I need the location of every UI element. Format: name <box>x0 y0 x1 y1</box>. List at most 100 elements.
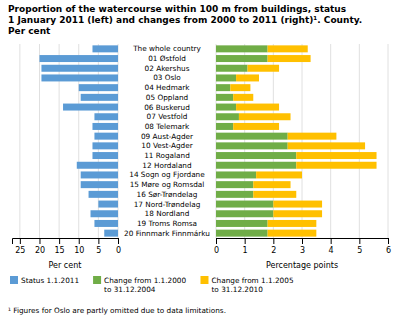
category-label: 02 Akershus <box>145 64 190 73</box>
bar <box>296 162 376 169</box>
category-label: 01 Østfold <box>148 54 186 63</box>
legend-label: Change from 1.1.2005to 31.12.2010 <box>211 276 293 294</box>
bar <box>268 45 308 52</box>
tick: 4 <box>329 238 334 255</box>
tick-label: 4 <box>329 246 334 255</box>
grid-line <box>216 44 217 238</box>
grid-line <box>19 44 20 238</box>
title: Proportion of the watercourse within 100… <box>8 4 362 25</box>
category-label: 17 Nord-Trøndelag <box>134 200 201 209</box>
bar <box>268 230 317 237</box>
legend-entry: Change from 1.1.2005to 31.12.2010 <box>200 276 293 294</box>
bar <box>288 133 337 140</box>
bar <box>230 84 250 91</box>
grid-line <box>359 44 360 238</box>
category-label: 06 Buskerud <box>144 103 190 112</box>
category-label: 14 Sogn og Fjordane <box>129 170 205 179</box>
tick-mark <box>39 238 40 244</box>
bar <box>81 94 118 101</box>
category-label: 12 Hordaland <box>142 161 191 170</box>
tick-label: 10 <box>74 246 84 255</box>
bar <box>92 45 118 52</box>
legend-entry: Change from 1.1.2000to 31.12.2004 <box>93 276 186 294</box>
bar <box>91 210 118 217</box>
tick-mark <box>302 238 303 244</box>
bar <box>94 113 118 120</box>
bar <box>98 201 118 208</box>
tick: 6 <box>386 238 391 255</box>
bar <box>288 142 365 149</box>
bar <box>233 94 253 101</box>
bar <box>216 55 268 62</box>
bar <box>268 55 311 62</box>
bar <box>216 123 233 130</box>
x-axis: 2520151050 <box>13 238 122 255</box>
tick: 0 <box>214 238 219 255</box>
category-label: 03 Oslo <box>153 73 181 82</box>
category-label: 15 Møre og Romsdal <box>130 180 205 189</box>
bar <box>81 171 118 178</box>
category-label: 04 Hedmark <box>144 83 190 92</box>
bar <box>94 220 118 227</box>
category-labels: The whole country01 Østfold02 Akershus03… <box>124 44 210 237</box>
bar <box>216 230 268 237</box>
grid-line <box>330 44 331 238</box>
tick-mark <box>331 238 332 244</box>
tick-mark <box>59 238 60 244</box>
bar <box>236 104 279 111</box>
tick: 3 <box>300 238 305 255</box>
bar <box>216 220 268 227</box>
category-label: The whole country <box>132 44 201 53</box>
bar <box>94 133 118 140</box>
grid-line <box>388 44 389 238</box>
bar <box>273 201 322 208</box>
tick-label: 3 <box>300 246 305 255</box>
tick-mark <box>118 238 119 244</box>
bar <box>63 104 118 111</box>
legend-swatch <box>93 276 101 284</box>
legend-swatch <box>200 276 208 284</box>
tick-label: 2 <box>271 246 276 255</box>
category-label: 10 Vest-Agder <box>141 141 192 150</box>
grid-line <box>244 44 245 238</box>
tick-mark <box>359 238 360 244</box>
bar <box>253 181 290 188</box>
bar <box>79 84 118 91</box>
bar <box>89 191 118 198</box>
bar <box>216 113 239 120</box>
tick-label: 25 <box>15 246 25 255</box>
panel: 0 1 2 3 4 5 6 Percentage points <box>214 44 391 270</box>
bar <box>216 104 236 111</box>
bar <box>296 152 376 159</box>
grid <box>216 44 388 238</box>
bar <box>248 65 280 72</box>
bar <box>236 74 259 81</box>
bar <box>253 191 296 198</box>
category-label: 08 Telemark <box>145 122 190 131</box>
bar <box>216 181 253 188</box>
x-axis-title: Percentage points <box>266 261 338 270</box>
bars <box>216 45 377 236</box>
footnote: ¹ Figures for Oslo are partly omitted du… <box>8 306 226 315</box>
tick: 10 <box>74 238 84 255</box>
bar <box>92 123 118 130</box>
bar <box>268 220 317 227</box>
tick-label: 1 <box>243 246 248 255</box>
legend: Status 1.1.2011Change from 1.1.2000to 31… <box>10 276 294 294</box>
bar <box>216 74 236 81</box>
category-label: 18 Nordland <box>145 209 190 218</box>
tick-mark <box>388 238 389 244</box>
legend-swatch <box>10 276 18 284</box>
bar <box>77 162 118 169</box>
bars <box>39 45 118 236</box>
bar <box>81 181 118 188</box>
tick-label: 0 <box>214 246 219 255</box>
bar <box>104 230 118 237</box>
tick-label: 20 <box>35 246 45 255</box>
bar <box>92 152 118 159</box>
axis-line <box>13 239 119 245</box>
grid-line <box>39 44 40 238</box>
category-label: 07 Vestfold <box>147 112 188 121</box>
tick: 5 <box>357 238 362 255</box>
bar <box>216 65 248 72</box>
